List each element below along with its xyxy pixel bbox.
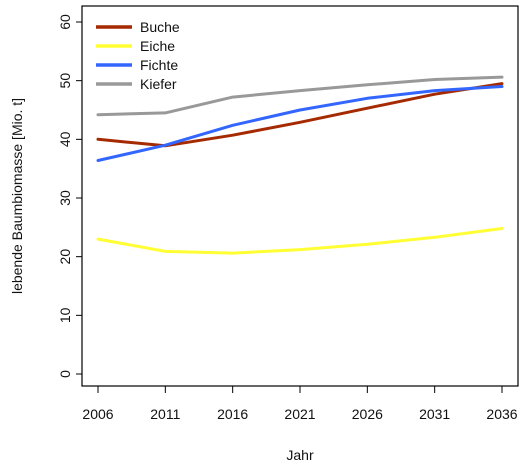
y-tick-label: 20 bbox=[57, 249, 73, 265]
series-line-eiche bbox=[96, 227, 504, 255]
x-tick-label: 2021 bbox=[284, 406, 315, 422]
y-tick-label: 30 bbox=[57, 190, 73, 206]
y-tick-label: 0 bbox=[57, 370, 73, 378]
y-tick-label: 40 bbox=[57, 131, 73, 147]
y-tick-label: 10 bbox=[57, 307, 73, 323]
series-line-kiefer bbox=[96, 75, 504, 117]
y-axis-title: lebende Baumbiomasse [Mio. t] bbox=[9, 98, 25, 294]
x-axis-title: Jahr bbox=[286, 447, 314, 463]
x-tick-label: 2006 bbox=[82, 406, 113, 422]
legend: Buche Eiche Fichte Kiefer bbox=[96, 19, 180, 92]
y-tick-label: 60 bbox=[57, 14, 73, 30]
plot-frame bbox=[81, 5, 519, 387]
legend-label-eiche: Eiche bbox=[140, 38, 175, 54]
legend-label-buche: Buche bbox=[140, 19, 180, 35]
y-axis: 0 10 20 30 40 50 60 bbox=[57, 14, 82, 378]
legend-label-fichte: Fichte bbox=[140, 57, 178, 73]
x-tick-label: 2011 bbox=[150, 406, 180, 422]
y-tick-label: 50 bbox=[57, 73, 73, 89]
legend-label-kiefer: Kiefer bbox=[140, 76, 177, 92]
series-line-fichte bbox=[96, 85, 504, 162]
series-lines bbox=[96, 75, 504, 255]
x-tick-label: 2031 bbox=[419, 406, 450, 422]
x-tick-label: 2026 bbox=[352, 406, 383, 422]
x-tick-label: 2016 bbox=[217, 406, 248, 422]
x-tick-label: 2036 bbox=[486, 406, 517, 422]
x-axis: 2006 2011 2016 2021 2026 2031 2036 bbox=[82, 386, 518, 422]
